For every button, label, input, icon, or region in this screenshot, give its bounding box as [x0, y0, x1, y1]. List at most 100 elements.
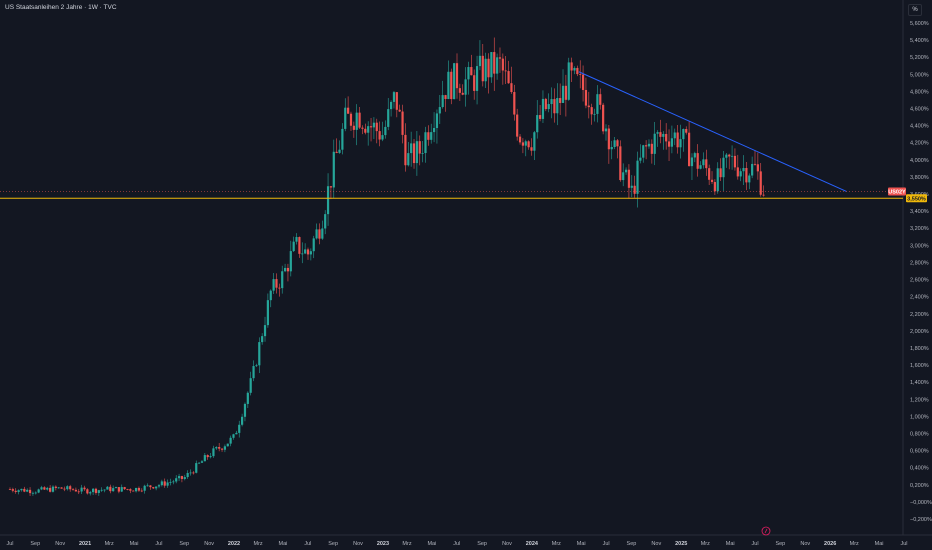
chart-title: US Staatsanleihen 2 Jahre · 1W · TVC — [5, 4, 117, 11]
candle — [278, 283, 281, 297]
candle — [745, 162, 748, 191]
time-tick-label: Sep — [30, 541, 40, 547]
candle — [507, 60, 510, 84]
candle — [748, 173, 751, 190]
resistance-trendline[interactable] — [578, 71, 847, 192]
candle — [232, 433, 235, 440]
candle — [40, 485, 43, 491]
candle — [51, 485, 55, 493]
candle — [455, 53, 459, 99]
candle — [160, 479, 163, 487]
candle — [180, 475, 184, 483]
price-tick-label: 3,000% — [910, 243, 929, 249]
candle — [74, 487, 78, 492]
candle — [573, 66, 576, 75]
candle — [375, 118, 378, 144]
candle — [513, 84, 516, 121]
candle — [498, 47, 502, 73]
candle — [676, 125, 679, 154]
candle — [17, 489, 20, 495]
candle — [547, 93, 550, 113]
candle — [358, 106, 361, 129]
candle — [496, 53, 499, 80]
time-tick-label: Nov — [353, 541, 363, 547]
time-tick-label: 2026 — [824, 541, 836, 547]
candle — [129, 488, 132, 494]
price-tick-label: 0,600% — [910, 449, 929, 455]
candle — [667, 129, 671, 161]
candle — [541, 90, 545, 123]
candle — [435, 109, 439, 144]
candle — [54, 485, 57, 491]
price-axis-labels: 5,600% 5,400% 5,200% 5,000% 4,800% 4,600% 4,40… — [910, 21, 932, 523]
candle — [481, 44, 484, 87]
candle — [590, 103, 593, 125]
candle — [23, 486, 26, 493]
candle — [49, 485, 52, 493]
candle — [742, 155, 745, 185]
candle — [286, 263, 290, 282]
candle — [326, 173, 330, 226]
candle — [281, 265, 284, 294]
candle — [91, 488, 95, 495]
candle — [355, 104, 358, 146]
time-tick-label: Jul — [6, 541, 13, 547]
price-tick-label: 5,400% — [910, 38, 929, 44]
time-tick-label: Mrz — [105, 541, 114, 547]
candle — [759, 162, 762, 197]
candle — [235, 430, 238, 435]
candle — [97, 489, 100, 496]
candle — [670, 125, 674, 154]
candle — [538, 104, 542, 122]
price-tick-label: −0,000% — [910, 500, 932, 506]
price-tick-label: 4,400% — [910, 124, 929, 130]
candle — [63, 486, 66, 492]
candle — [329, 186, 333, 200]
price-tick-label: 5,200% — [910, 55, 929, 61]
time-tick-label: 2022 — [228, 541, 240, 547]
candle — [83, 485, 86, 491]
candle — [596, 85, 599, 123]
candle — [269, 289, 272, 308]
candle — [71, 487, 75, 491]
candle — [57, 487, 60, 489]
time-tick-label: Mai — [875, 541, 884, 547]
candle — [344, 98, 347, 132]
candle — [86, 488, 89, 495]
candle — [215, 446, 218, 450]
candle — [432, 112, 436, 143]
candle — [619, 140, 622, 182]
candle — [473, 69, 476, 100]
candle — [155, 486, 158, 491]
candle — [14, 488, 17, 494]
candle — [31, 491, 35, 496]
candle — [387, 98, 390, 131]
time-tick-label: Sep — [179, 541, 189, 547]
time-tick-label: Sep — [775, 541, 785, 547]
candle — [438, 94, 441, 125]
candle — [536, 100, 539, 139]
price-tick-label: 4,000% — [910, 158, 929, 164]
time-tick-label: 2025 — [675, 541, 687, 547]
percent-scale-button[interactable]: % — [908, 4, 922, 16]
candle — [441, 80, 444, 109]
candle — [220, 447, 224, 452]
candle — [395, 92, 398, 118]
candle — [527, 140, 530, 150]
price-tick-label: 3,800% — [910, 175, 929, 181]
candle — [195, 460, 198, 474]
candle — [143, 484, 146, 494]
candle — [349, 111, 353, 131]
support-price-badge: 3,550% — [906, 194, 927, 203]
candle — [705, 149, 708, 176]
candle — [384, 120, 387, 139]
tradingview-logo-icon[interactable] — [761, 526, 771, 536]
candle — [69, 484, 72, 492]
candle — [576, 65, 579, 77]
candle — [106, 486, 109, 490]
candle — [249, 371, 252, 396]
candle — [407, 141, 410, 167]
candle — [132, 490, 135, 492]
price-tick-label: 0,200% — [910, 483, 929, 489]
